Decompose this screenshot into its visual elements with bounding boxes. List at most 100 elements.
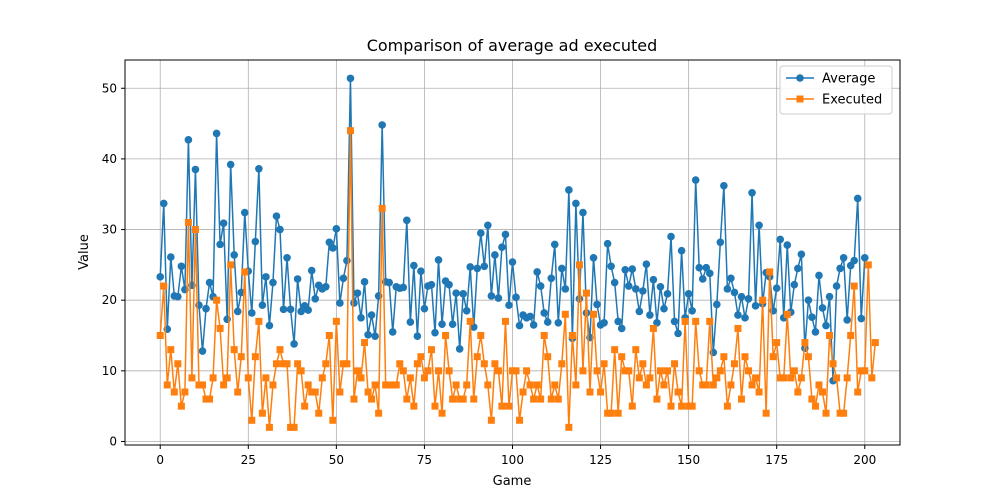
- data-point-executed: [618, 353, 626, 361]
- data-point-executed: [406, 374, 414, 382]
- data-point-executed: [523, 367, 531, 375]
- data-point-executed: [635, 374, 643, 382]
- data-point-average: [346, 74, 355, 83]
- data-point-executed: [519, 388, 527, 396]
- data-point-average: [723, 285, 732, 293]
- data-point-executed: [213, 296, 221, 304]
- data-point-average: [572, 199, 580, 208]
- data-point-executed: [512, 367, 520, 375]
- data-point-executed: [269, 381, 277, 389]
- data-point-executed: [399, 367, 407, 375]
- data-point-executed: [734, 324, 742, 332]
- data-point-average: [755, 221, 763, 230]
- x-tick-label: 150: [677, 453, 700, 467]
- data-point-average: [455, 345, 464, 353]
- data-point-average: [332, 225, 341, 233]
- data-point-average: [364, 330, 372, 339]
- data-point-executed: [568, 332, 576, 340]
- data-point-average: [772, 284, 781, 292]
- data-point-executed: [766, 268, 774, 276]
- data-point-average: [734, 311, 742, 319]
- data-point-average: [730, 288, 739, 297]
- data-point-executed: [403, 395, 411, 403]
- data-point-average: [737, 292, 746, 301]
- data-point-average: [184, 136, 193, 144]
- data-point-executed: [716, 367, 724, 375]
- data-point-executed: [811, 402, 819, 410]
- data-point-average: [505, 301, 513, 309]
- data-point-executed: [177, 402, 185, 410]
- data-point-average: [794, 264, 802, 273]
- data-point-executed: [681, 317, 689, 325]
- data-point-executed: [611, 346, 619, 354]
- data-point-average: [663, 290, 672, 298]
- data-point-average: [660, 304, 668, 313]
- data-point-executed: [590, 310, 598, 318]
- data-point-average: [279, 305, 288, 314]
- data-point-executed: [621, 367, 629, 375]
- data-point-average: [498, 243, 506, 252]
- data-point-average: [558, 264, 566, 273]
- data-point-average: [614, 317, 622, 326]
- data-point-average: [843, 316, 851, 324]
- chart-title: Comparison of average ad executed: [367, 36, 658, 55]
- y-tick-label: 10: [102, 364, 117, 378]
- data-point-average: [353, 289, 362, 297]
- data-point-average: [487, 292, 496, 300]
- data-point-average: [276, 225, 284, 234]
- data-point-average: [385, 278, 394, 287]
- data-point-executed: [248, 416, 256, 424]
- data-point-executed: [361, 339, 369, 347]
- data-point-executed: [237, 353, 245, 361]
- data-point-average: [818, 304, 827, 312]
- axis-ticks: 0 25 50 75 100 125 150 175 200 0 10 20 30 40 50: [102, 81, 877, 467]
- data-point-executed: [491, 360, 499, 368]
- data-point-executed: [755, 388, 763, 396]
- data-point-executed: [833, 374, 841, 382]
- data-point-average: [304, 306, 312, 314]
- data-point-executed: [184, 218, 192, 226]
- data-point-executed: [487, 416, 495, 424]
- data-point-average: [639, 287, 647, 295]
- data-point-average: [367, 311, 376, 319]
- data-point-average: [822, 321, 830, 330]
- data-point-average: [406, 318, 415, 326]
- data-point-executed: [565, 423, 573, 431]
- data-point-average: [434, 256, 443, 264]
- data-point-average: [290, 340, 298, 348]
- data-point-executed: [723, 402, 731, 410]
- data-point-executed: [632, 346, 640, 354]
- y-tick-label: 50: [102, 81, 117, 95]
- data-point-average: [212, 129, 221, 138]
- data-point-average: [561, 285, 570, 293]
- data-point-average: [325, 238, 334, 247]
- data-point-average: [536, 282, 545, 290]
- data-point-average: [410, 261, 418, 270]
- data-point-average: [452, 289, 460, 297]
- data-point-executed: [424, 367, 432, 375]
- data-point-executed: [773, 339, 781, 347]
- data-point-executed: [311, 388, 319, 396]
- data-point-executed: [357, 374, 365, 382]
- legend-item-executed: Executed: [786, 93, 882, 108]
- x-tick-label: 200: [853, 453, 876, 467]
- data-point-executed: [188, 374, 196, 382]
- data-point-average: [811, 328, 820, 336]
- data-point-executed: [695, 367, 703, 375]
- data-point-executed: [780, 374, 788, 382]
- data-point-average: [445, 280, 453, 289]
- data-point-executed: [829, 360, 837, 368]
- data-point-executed: [251, 353, 259, 361]
- data-point-average: [575, 294, 584, 303]
- data-point-executed: [167, 346, 175, 354]
- data-point-average: [667, 232, 675, 241]
- data-point-average: [695, 263, 704, 272]
- data-point-executed: [554, 395, 562, 403]
- data-point-executed: [396, 360, 404, 368]
- data-point-average: [540, 309, 549, 317]
- data-point-executed: [826, 332, 834, 340]
- data-point-average: [462, 306, 471, 315]
- data-point-executed: [206, 395, 214, 403]
- data-point-executed: [579, 367, 587, 375]
- data-point-average: [853, 194, 862, 203]
